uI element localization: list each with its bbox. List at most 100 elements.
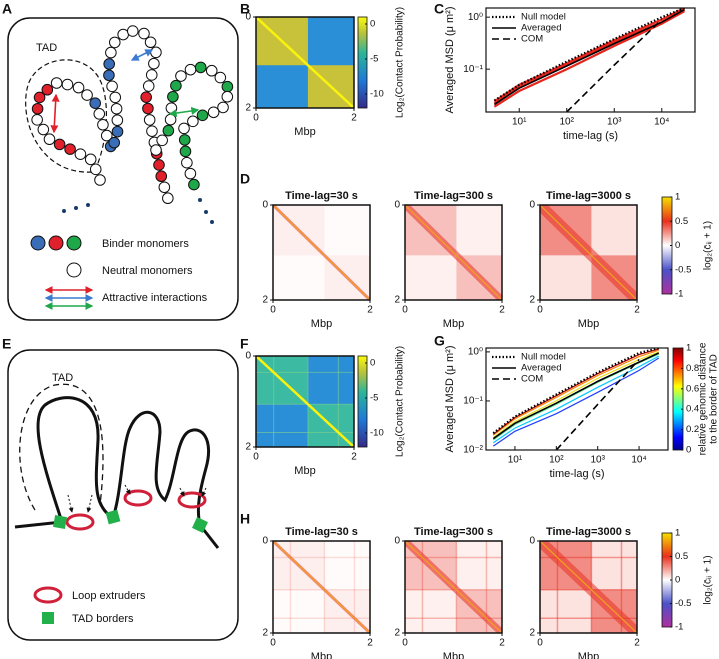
x-tick-label: 0 <box>270 305 276 316</box>
diagonal <box>405 205 502 300</box>
colorbar-tick-label: -0.5 <box>675 264 691 275</box>
colorbar-tick-label: 0.8 <box>686 363 699 374</box>
monomer <box>81 89 93 101</box>
chromatin-fiber <box>14 396 220 549</box>
heatmap-body <box>273 205 370 300</box>
legend-label: Loop extruders <box>72 590 146 602</box>
off-block <box>324 205 370 255</box>
heatmap-body <box>256 17 354 108</box>
monomer <box>148 57 160 70</box>
panel-a-box <box>7 17 239 321</box>
monomer <box>61 78 74 91</box>
y-tick-label: 2 <box>245 103 251 114</box>
x-tick-label: 2 <box>351 113 357 124</box>
colorbar-tick-label: -5 <box>370 393 378 404</box>
tad-outline <box>25 59 107 173</box>
monomer <box>184 63 197 76</box>
panel-e-box <box>7 349 239 641</box>
monomer <box>162 124 175 137</box>
monomer <box>221 90 234 103</box>
map-title: Time-lag=300 s <box>414 190 493 202</box>
off-block <box>324 541 370 590</box>
legend-label: Neutral monomers <box>102 265 193 277</box>
heatmap-body <box>273 541 370 633</box>
diagonal <box>256 356 354 447</box>
monomer <box>162 192 174 205</box>
chain-dot <box>62 209 66 213</box>
x-tick-label: 2 <box>634 305 640 316</box>
chain-dot <box>198 198 202 202</box>
tad-label: TAD <box>36 42 57 54</box>
tad-border <box>192 517 208 533</box>
y-tick-label: 10⁰ <box>468 347 483 358</box>
trace <box>492 351 660 438</box>
legend-extruder <box>33 586 63 604</box>
panel-label: E <box>2 336 11 352</box>
y-tick-label: 0 <box>245 351 251 362</box>
x-tick-label: 2 <box>367 305 373 316</box>
x-tick-label: 2 <box>367 638 373 649</box>
y-tick-label: 2 <box>262 295 268 306</box>
monomer <box>111 125 124 138</box>
monomer <box>158 181 171 194</box>
monomer <box>194 61 207 74</box>
interaction-arrow <box>50 93 60 134</box>
colorbar-tick-label: 0 <box>686 445 691 456</box>
x-axis-label: Mbp <box>443 318 464 330</box>
y-tick-label: 2 <box>529 628 535 639</box>
legend-border <box>42 612 54 624</box>
x-axis-label: Mbp <box>578 318 599 330</box>
series-line <box>493 8 685 106</box>
heatmap-body <box>540 541 637 633</box>
heatmap-frame <box>255 355 355 448</box>
extrusion-arrows <box>67 484 207 513</box>
plot-frame <box>485 347 669 451</box>
x-axis-label: time-lag (s) <box>563 130 618 142</box>
panel-label: C <box>434 1 444 17</box>
colorbar-label: to the border of TAD <box>709 354 719 444</box>
off-block <box>591 205 637 256</box>
legend-label: Binder monomers <box>102 238 189 250</box>
monomer <box>74 148 87 161</box>
monomer <box>181 156 193 169</box>
diagonal <box>273 205 370 300</box>
off-block <box>540 255 592 300</box>
monomer <box>217 101 229 114</box>
y-tick-label: 2 <box>394 295 400 306</box>
x-tick-label: 10¹ <box>512 117 527 128</box>
monomer <box>140 91 152 103</box>
x-tick-label: 10² <box>549 455 564 466</box>
x-tick-label: 10³ <box>590 455 605 466</box>
x-tick-label: 10² <box>560 117 575 128</box>
tad-outline <box>19 383 104 511</box>
monomer <box>50 77 63 89</box>
x-tick-label: 0 <box>402 638 408 649</box>
monomer <box>103 69 115 82</box>
polymer <box>31 25 234 224</box>
colorbar-tick-label: 0.6 <box>686 383 699 394</box>
off-block <box>273 590 324 633</box>
legend-label: Averaged <box>521 23 562 34</box>
y-tick-label: 0 <box>262 200 268 211</box>
legend-binder <box>66 235 82 251</box>
monomer <box>31 102 44 115</box>
colorbar-tick-label: 0 <box>370 358 375 369</box>
map-title: Time-lag=30 s <box>285 526 358 538</box>
monomer <box>43 133 56 146</box>
monomer <box>126 25 139 37</box>
monomer <box>167 90 179 103</box>
x-axis-label: Mbp <box>294 465 315 477</box>
monomer <box>179 145 192 158</box>
trace <box>493 10 686 108</box>
off-block <box>591 541 637 590</box>
monomer <box>205 64 218 77</box>
y-tick-label: 0 <box>394 536 400 547</box>
monomer <box>117 28 129 41</box>
monomer <box>144 36 157 49</box>
x-axis-label: Mbp <box>443 651 464 659</box>
monomer <box>155 170 168 183</box>
colorbar-label: Log₂(Contact Probability) <box>395 346 406 457</box>
legend-label: Attractive interactions <box>102 292 208 304</box>
